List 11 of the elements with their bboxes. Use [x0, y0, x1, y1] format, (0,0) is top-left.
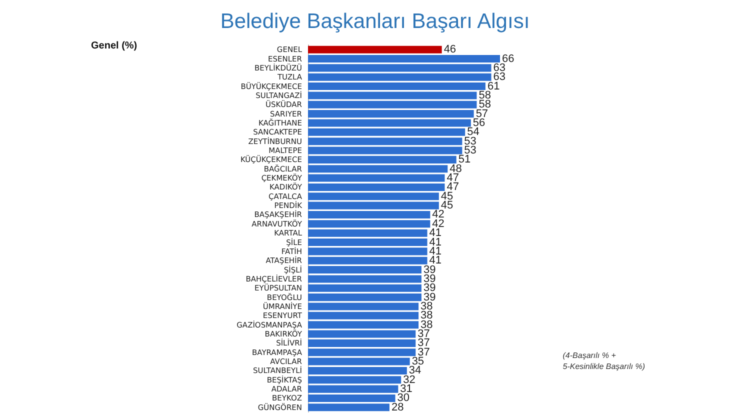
- chart-title: Belediye Başkanları Başarı Algısı: [220, 10, 530, 33]
- data-label: 56: [472, 116, 486, 129]
- data-label: 38: [420, 300, 433, 312]
- text: Genel (%): [91, 40, 138, 52]
- bar: [308, 46, 442, 54]
- data-label: 32: [403, 374, 416, 386]
- data-label: 28: [391, 401, 404, 414]
- data-label: 39: [423, 282, 436, 294]
- data-label: 45: [440, 190, 454, 202]
- text: (4-Başarılı % + 5-Kesinlikle Başarılı %): [562, 351, 646, 371]
- data-label: 46: [444, 44, 456, 56]
